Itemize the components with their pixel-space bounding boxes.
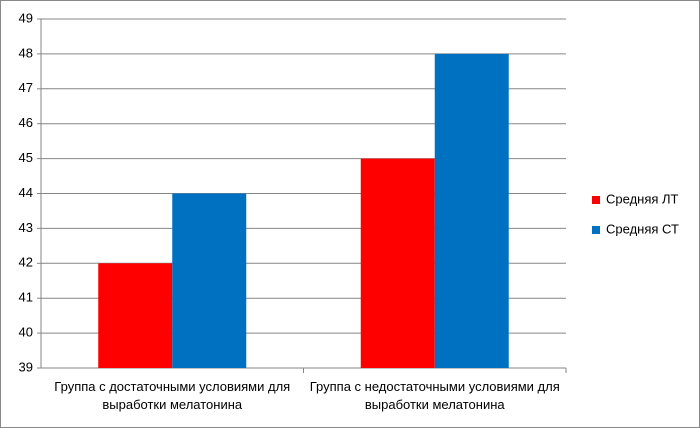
y-tick-label: 47 <box>19 80 33 95</box>
x-tick-label: Группа с недостаточными условиями для вы… <box>309 379 560 412</box>
y-tick-label: 48 <box>19 45 33 60</box>
y-tick-label: 41 <box>19 290 33 305</box>
bar <box>434 53 509 369</box>
y-tick-label: 46 <box>19 115 33 130</box>
bar <box>172 193 247 368</box>
legend-label: Средняя ЛТ <box>606 191 679 206</box>
legend-swatch <box>592 226 600 234</box>
x-tick-label: Группа с достаточными условиями для выра… <box>54 379 291 412</box>
y-tick-label: 43 <box>19 220 33 235</box>
y-tick-label: 49 <box>19 10 33 25</box>
y-tick-label: 40 <box>19 325 33 340</box>
legend-label: Средняя СТ <box>606 221 679 236</box>
y-tick-label: 39 <box>19 359 33 374</box>
bar <box>360 158 435 368</box>
y-tick-label: 44 <box>19 185 33 200</box>
y-tick-label: 42 <box>19 255 33 270</box>
legend-swatch <box>592 196 600 204</box>
bar <box>98 263 173 368</box>
y-tick-label: 45 <box>19 150 33 165</box>
